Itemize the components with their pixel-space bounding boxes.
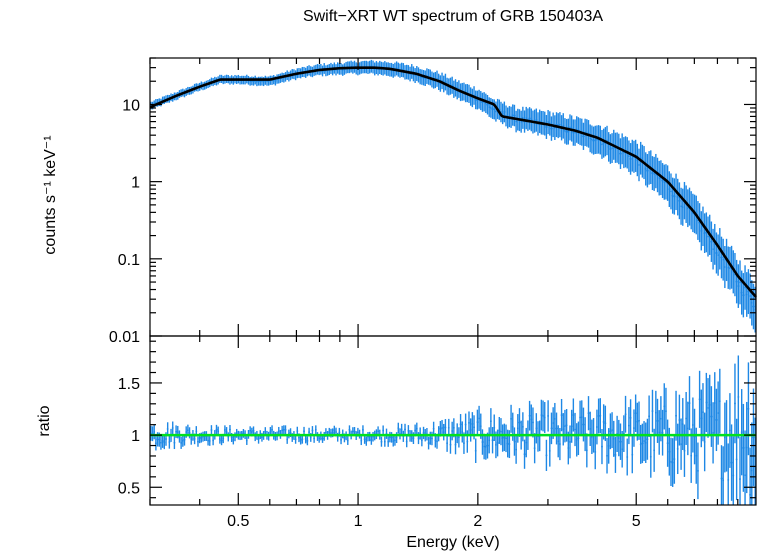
y-tick-label: 0.01: [109, 329, 140, 346]
x-tick-label: 0.5: [227, 513, 249, 530]
ratio-data-series: [150, 355, 756, 505]
y-tick-label: 0.1: [118, 252, 140, 269]
spectrum-data-series: [150, 59, 756, 333]
y-tick-label: 1: [131, 428, 140, 445]
x-tick-label: 5: [632, 513, 641, 530]
y-axis-ticks-ratio: [150, 340, 756, 499]
y-tick-label: 1: [131, 175, 140, 192]
model-line: [149, 66, 757, 298]
spectrum-panel: 0.01 0.1 1 10: [109, 57, 757, 346]
x-axis-label: Energy (keV): [406, 534, 500, 551]
x-tick-label: 1: [354, 513, 363, 530]
y-axis-label-counts: counts s⁻¹ keV⁻¹: [42, 135, 59, 255]
spectrum-frame: [149, 57, 757, 337]
y-tick-label: 1.5: [118, 376, 140, 393]
ratio-frame: [149, 335, 757, 506]
x-axis-ticks: [149, 58, 739, 505]
x-tick-label: 2: [473, 513, 482, 530]
chart-title: Swift−XRT WT spectrum of GRB 150403A: [302, 8, 604, 25]
y-tick-label: 0.5: [118, 480, 140, 497]
y-tick-label: 10: [122, 97, 140, 114]
ratio-panel: 0.5 1 2 5 0.5 1 1.5: [118, 58, 757, 530]
y-axis-label-ratio: ratio: [36, 405, 53, 437]
y-axis-ticks-spectrum: [150, 57, 756, 337]
